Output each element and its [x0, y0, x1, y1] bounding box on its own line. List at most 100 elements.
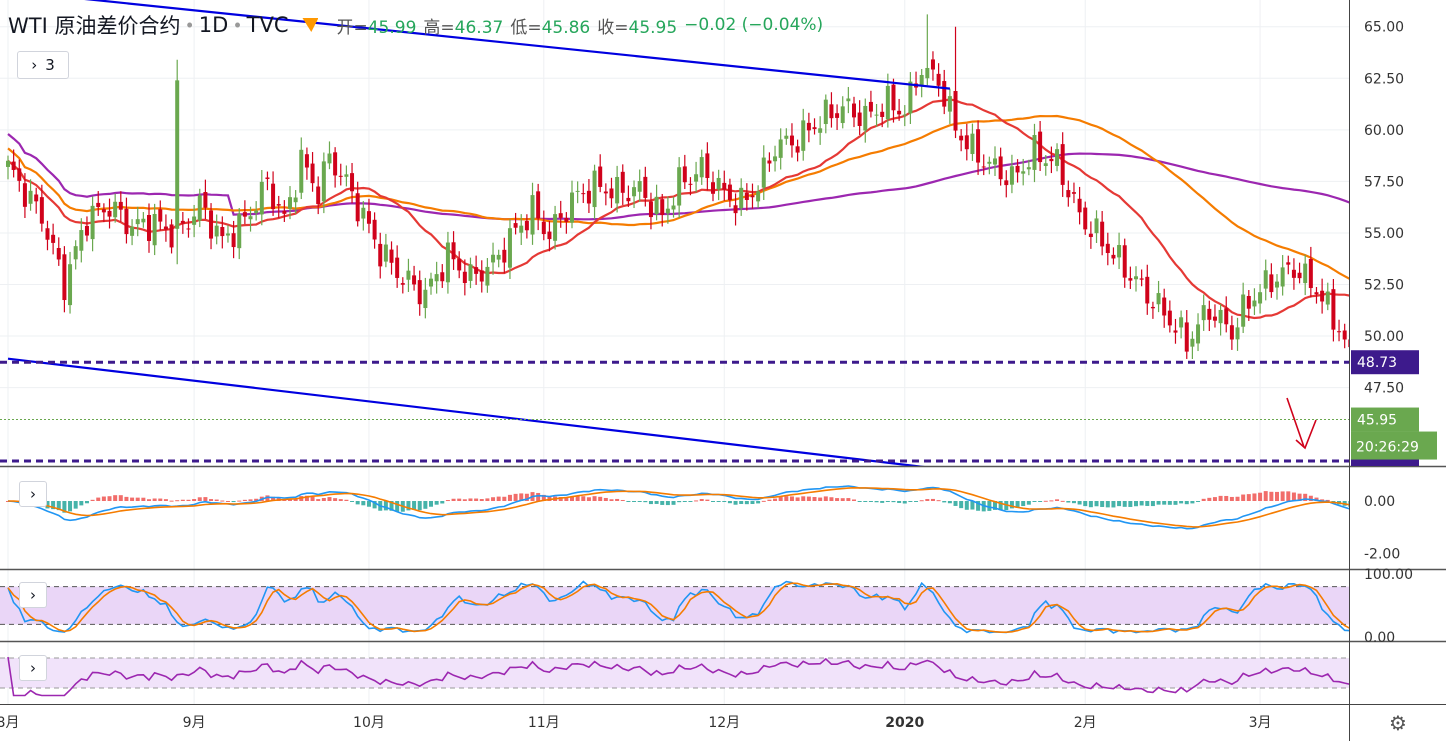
candle-body [113, 201, 118, 218]
macd-histogram-bar [1167, 501, 1172, 505]
candle-body [603, 191, 608, 194]
candle-body [1026, 167, 1031, 170]
candle-body [333, 152, 338, 176]
candle-body [609, 188, 614, 199]
macd-histogram-bar [885, 501, 890, 502]
candle-body [28, 190, 33, 204]
candle-body [1291, 269, 1296, 278]
macd-histogram-bar [203, 497, 208, 501]
stochastic-pane [7, 580, 1349, 634]
macd-histogram-bar [575, 496, 580, 501]
candle-body [1004, 180, 1009, 186]
oscillator-band [0, 657, 1349, 689]
candle-body [1207, 308, 1212, 320]
candle-body [1066, 190, 1071, 198]
macd-histogram-bar [1258, 492, 1263, 501]
indicators-toggle-button[interactable]: › 3 [17, 51, 69, 79]
macd-histogram-bar [936, 500, 941, 502]
macd-histogram-bar [1049, 500, 1054, 502]
macd-histogram-bar [197, 497, 202, 501]
macd-histogram-bar [327, 497, 332, 501]
macd-histogram-bar [767, 499, 772, 501]
candle-body [1286, 262, 1291, 265]
chevron-right-icon: › [30, 485, 36, 503]
macd-histogram-bar [383, 501, 388, 511]
candle-body [135, 219, 140, 225]
macd-histogram-bar [468, 498, 473, 501]
candle-body [513, 223, 518, 228]
oscillator-expand-button[interactable]: › [19, 655, 47, 681]
macd-histogram-bar [152, 498, 157, 501]
settings-gear-icon[interactable]: ⚙ [1389, 711, 1407, 735]
macd-histogram-bar [1015, 501, 1020, 508]
candle-body [637, 181, 642, 192]
candle-body [56, 248, 61, 260]
ma-purple-line [7, 133, 1349, 221]
candle-body [1184, 322, 1189, 352]
source-logo-icon [302, 18, 319, 32]
symbol-name[interactable]: WTI 原油差价合约 [8, 14, 181, 38]
candle-body [45, 228, 50, 240]
macd-histogram-bar [711, 501, 715, 502]
time-tick-label: 8月 [0, 715, 19, 731]
macd-histogram-bar [1229, 496, 1234, 501]
macd-histogram-bar [1009, 501, 1014, 509]
candle-body [1167, 310, 1172, 326]
macd-histogram-bar [868, 501, 873, 502]
candle-body [51, 234, 56, 243]
candle-body [1337, 331, 1342, 333]
macd-histogram-bar [1354, 501, 1358, 510]
candle-body [445, 242, 450, 283]
candle-body [1179, 317, 1184, 328]
candle-body [344, 174, 349, 177]
high-label: 高 [423, 17, 441, 38]
candle-body [1060, 144, 1065, 185]
macd-histogram-bar [908, 501, 913, 502]
macd-expand-button[interactable]: › [19, 481, 47, 507]
candle-body [1015, 165, 1020, 173]
macd-histogram-bar [124, 496, 129, 501]
macd-line [7, 485, 1349, 530]
price-tick-label: 65.00 [1364, 20, 1404, 36]
candle-body [547, 231, 552, 240]
arrow-head [1295, 419, 1317, 450]
candle-body [383, 244, 388, 262]
stochastic-expand-button[interactable]: › [19, 582, 47, 608]
macd-histogram-bar [79, 501, 84, 506]
macd-histogram-bar [496, 496, 501, 501]
macd-histogram-bar [812, 497, 817, 501]
macd-histogram-bar [62, 501, 67, 513]
interval[interactable]: 1D [198, 13, 229, 37]
macd-histogram-bar [1325, 499, 1330, 501]
candle-body [801, 120, 806, 151]
macd-histogram-bar [84, 501, 89, 504]
macd-histogram-bar [654, 501, 659, 504]
candle-body [1218, 309, 1223, 324]
candle-body [558, 213, 563, 218]
candle-body [395, 257, 400, 278]
candle-body [299, 149, 304, 193]
macd-histogram-bar [355, 501, 360, 505]
candle-body [271, 183, 276, 210]
macd-histogram-bar [665, 501, 670, 506]
candle-body [203, 192, 208, 208]
candle-body [491, 254, 496, 263]
macd-histogram-bar [632, 501, 637, 502]
macd-histogram-bar [1241, 494, 1246, 501]
macd-histogram-bar [1055, 499, 1060, 501]
macd-histogram-bar [1184, 501, 1189, 505]
candle-body [248, 216, 253, 220]
candle-body [1077, 198, 1082, 213]
candle-body [90, 205, 95, 240]
drawings[interactable] [0, 0, 1349, 470]
candle-body [423, 289, 428, 309]
equals: = [353, 17, 368, 38]
candle-body [1342, 330, 1347, 340]
macd-histogram-bar [919, 500, 924, 502]
macd-histogram-bar [976, 501, 981, 511]
time-tick-label: 10月 [353, 715, 385, 731]
candle-body [118, 201, 123, 210]
macd-histogram-bar [1066, 501, 1071, 503]
macd-histogram-bar [175, 500, 180, 502]
